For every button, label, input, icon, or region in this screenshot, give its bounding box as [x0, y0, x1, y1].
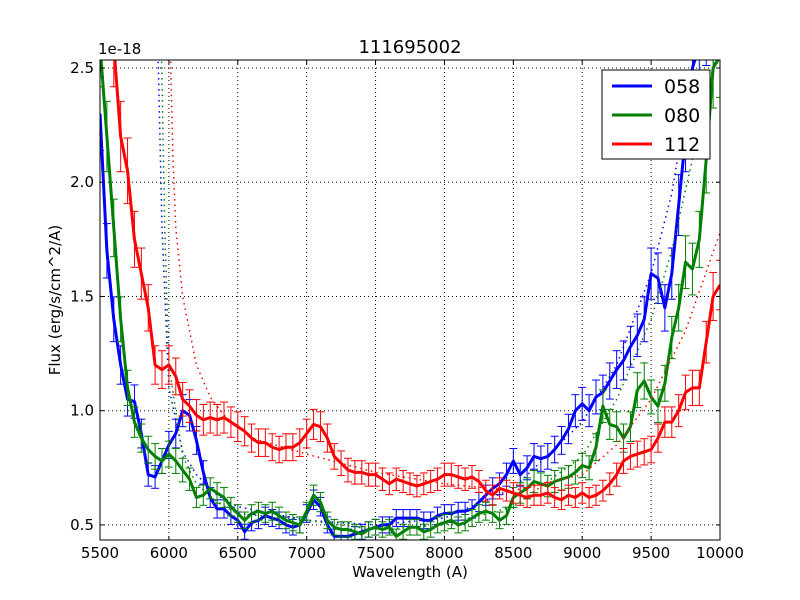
y-axis-label: Flux (erg/s/cm^2/A) — [46, 225, 64, 376]
x-tick-label: 8500 — [494, 544, 532, 562]
legend-label: 112 — [664, 134, 700, 156]
ticks: 5500 6000 6500 7000 7500 8000 8500 9000 9500 1000… — [70, 59, 744, 562]
legend-label: 080 — [664, 105, 700, 127]
legend-label: 058 — [664, 76, 700, 98]
axes-frame — [99, 59, 721, 541]
plot-area — [100, 60, 720, 540]
error-bar-058 — [702, 60, 711, 66]
x-tick-label: 10000 — [696, 544, 744, 562]
error-bar-080 — [716, 60, 720, 98]
y-tick-label: 2.5 — [70, 59, 94, 77]
x-tick-label: 9500 — [632, 544, 670, 562]
x-tick-label: 7500 — [356, 544, 394, 562]
error-bar-112 — [716, 259, 720, 311]
x-tick-label: 8000 — [425, 544, 463, 562]
y-tick-label: 1.0 — [70, 402, 94, 420]
x-tick-label: 6000 — [150, 544, 188, 562]
y-tick-label: 2.0 — [70, 173, 94, 191]
legend: 058 080 112 — [601, 69, 711, 160]
y-offset-label: 1e-18 — [98, 40, 141, 58]
series-line-058 — [100, 60, 697, 538]
series-line-080 — [100, 60, 720, 538]
x-tick-label: 6500 — [219, 544, 257, 562]
x-tick-label: 9000 — [563, 544, 601, 562]
fit-curve-080 — [160, 60, 716, 531]
series-line-112 — [113, 60, 720, 502]
x-tick-label: 7000 — [288, 544, 326, 562]
x-axis-label: Wavelength (A) — [352, 563, 468, 581]
y-tick-label: 0.5 — [70, 516, 94, 534]
y-tick-label: 1.5 — [70, 287, 94, 305]
chart-title: 111695002 — [358, 37, 461, 58]
x-tick-label: 5500 — [81, 544, 119, 562]
